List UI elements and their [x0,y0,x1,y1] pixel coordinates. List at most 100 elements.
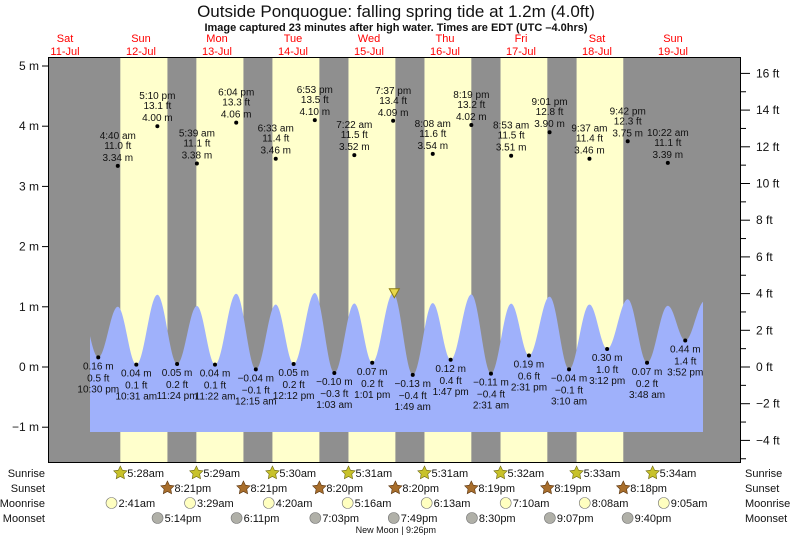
low-tide-point [370,360,375,365]
low-tide-point [410,372,415,377]
high-tide-time: 8:08 am [415,119,451,130]
high-tide-time: 5:39 am [179,129,215,140]
low-tide-ft: 0.4 ft [440,376,462,387]
sunset-icon [160,480,175,495]
low-tide-m: 0.07 m [632,367,663,378]
low-tide-ft: 0.2 ft [166,380,188,391]
left-tick-label: 1 m [19,300,39,314]
high-tide-point [312,118,317,123]
high-tide-m: 4.10 m [300,107,331,118]
high-tide-m: 3.51 m [496,143,527,154]
low-tide-m: −0.04 m [551,373,587,384]
high-tide-m: 3.54 m [417,141,448,152]
sunrise-icon [645,465,660,480]
sunrise-icon [189,465,204,480]
sunrise-label-left: Sunrise [8,468,45,480]
day-name: Tue [284,33,303,45]
high-tide-point [115,163,120,168]
sunset-label-right: Sunset [745,483,779,495]
sunset-icon [615,480,631,495]
sunset-label-left: Sunset [11,483,45,495]
low-tide-time: 11:22 am [195,392,236,403]
chart-title: Outside Ponquogue: falling spring tide a… [197,2,595,21]
day-name: Thu [436,33,455,45]
plot-frame [48,57,741,463]
low-tide-time: 10:30 pm [77,384,119,395]
low-tide-point [526,353,531,358]
sunrise-time: 5:34am [660,468,697,480]
high-tide-point [273,156,278,161]
left-tick-label: 5 m [19,59,39,73]
moonset-icon [621,512,634,524]
moonset-icon [387,512,400,524]
right-tick-label: 2 ft [756,323,773,337]
day-name: Wed [358,33,380,45]
sunset-time: 8:21pm [250,483,287,495]
high-tide-m: 3.34 m [102,153,133,164]
right-tick-label: 0 ft [756,360,773,374]
high-tide-m: 3.39 m [653,150,684,161]
day-date: 17-Jul [506,46,536,58]
astro-rows: Sunrise Sunrise 5:28am 5:29am 5:30am 5:31am 5:… [0,465,790,535]
right-tick-label: 12 ft [756,140,780,154]
low-tide-ft: −0.3 ft [320,389,348,400]
high-tide-m: 3.90 m [534,119,565,130]
chart-subtitle: Image captured 23 minutes after high wat… [204,22,587,34]
low-tide-m: −0.11 m [473,378,509,389]
moonrise-time: 8:08am [592,498,629,510]
high-tide-point [625,139,630,144]
high-tide-ft: 11.1 ft [654,138,681,149]
sunrise-time: 5:30am [279,468,316,480]
moonrise-time: 9:05am [671,498,708,510]
moonset-time: 5:14pm [165,513,202,525]
low-tide-m: 0.12 m [435,364,466,375]
low-tide-ft: 0.2 ft [361,379,383,390]
sunrise-time: 5:31am [431,468,468,480]
low-tide-ft: 0.6 ft [518,372,540,383]
low-tide-m: 0.19 m [514,360,545,371]
high-tide-m: 3.38 m [182,151,213,162]
right-tick-label: 14 ft [756,103,780,117]
sunset-time: 8:19pm [478,483,515,495]
low-tide-time: 1:49 am [395,402,431,413]
sunrise-time: 5:28am [127,468,164,480]
day-date: 13-Jul [202,46,232,58]
moonrise-icon [578,497,591,509]
moonrise-time: 7:10am [513,498,550,510]
low-tide-ft: −0.4 ft [399,391,427,402]
day-labels: Sat11-JulSun12-JulMon13-JulTue14-JulWed1… [50,33,688,58]
low-tide-point [134,362,139,367]
day-date: 15-Jul [354,46,384,58]
low-tide-m: −0.10 m [316,377,352,388]
high-tide-point [155,124,160,129]
current-tide-marker [388,288,401,299]
left-tick-label: 3 m [19,179,39,193]
moon-phase: New Moon | 9:26pm [356,525,436,535]
right-tick-label: 16 ft [756,66,780,80]
right-tick-label: −2 ft [756,397,780,411]
low-tide-ft: −0.4 ft [477,390,505,401]
moonrise-time: 6:13am [434,498,471,510]
low-tide-ft: −0.1 ft [555,385,583,396]
day-name: Sat [57,33,74,45]
low-tide-point [448,357,453,362]
high-tide-m: 4.06 m [221,110,252,121]
moonset-label-right: Moonset [745,513,787,525]
high-tide-ft: 11.6 ft [419,129,446,140]
sunset-time: 8:21pm [174,483,211,495]
high-tide-point [547,130,552,135]
moonset-time: 7:03pm [322,513,359,525]
high-tide-time: 7:22 am [336,120,372,131]
high-tide-ft: 11.5 ft [498,131,525,142]
sunrise-icon [569,465,584,480]
moonset-time: 8:30pm [479,513,516,525]
low-tide-ft: 0.1 ft [125,381,147,392]
sunset-icon [464,480,479,495]
low-tide-m: 0.07 m [357,367,388,378]
low-tide-time: 3:48 am [629,390,665,401]
low-tide-time: 10:31 am [115,392,157,403]
sunset-time: 8:20pm [402,483,439,495]
moonrise-time: 3:29am [197,498,234,510]
